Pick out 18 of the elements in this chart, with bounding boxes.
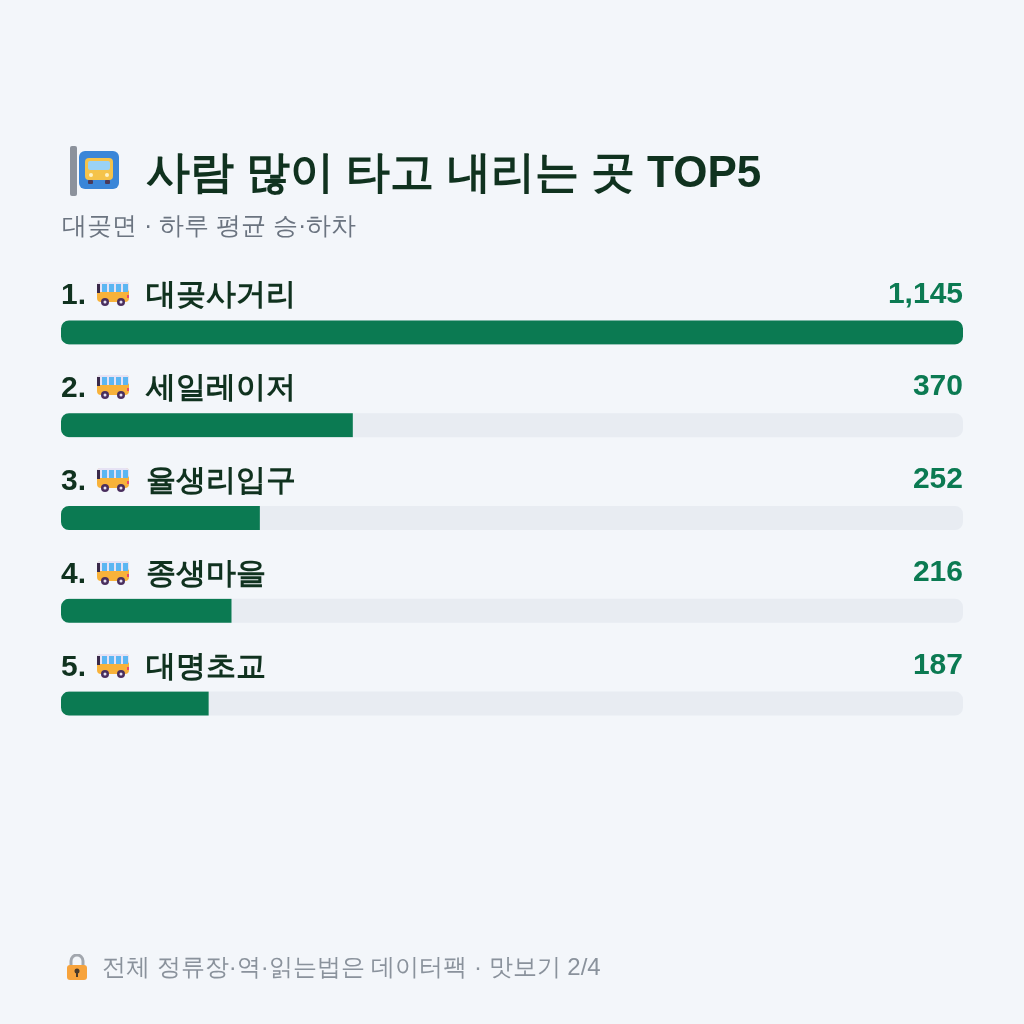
data-label: 187 <box>912 646 963 680</box>
bar <box>61 691 209 716</box>
text: 전체 정류장·역·읽는법은 데이터팩 · 맛보기 2/4 <box>102 952 601 982</box>
category-label: 4. 종생마을 <box>61 555 267 589</box>
bar <box>61 320 963 345</box>
bar <box>61 412 353 438</box>
category-label: 2. 세일레이저 <box>61 370 297 404</box>
category-label: 5. 대명초교 <box>61 648 267 682</box>
data-label: 370 <box>912 368 963 402</box>
bar <box>61 505 260 531</box>
data-label: 252 <box>912 461 963 495</box>
category-label: 3. 율생리입구 <box>61 463 297 496</box>
data-label: 216 <box>912 554 963 588</box>
chart-subtitle: 대곶면 · 하루 평균 승·하차 <box>62 210 357 241</box>
category-label: 1. 대곶사거리 <box>61 277 297 311</box>
bar <box>61 598 232 624</box>
data-label: 1,145 <box>887 275 963 309</box>
chart-title: 사람 많이 타고 내리는 곳 TOP5 <box>146 146 762 198</box>
